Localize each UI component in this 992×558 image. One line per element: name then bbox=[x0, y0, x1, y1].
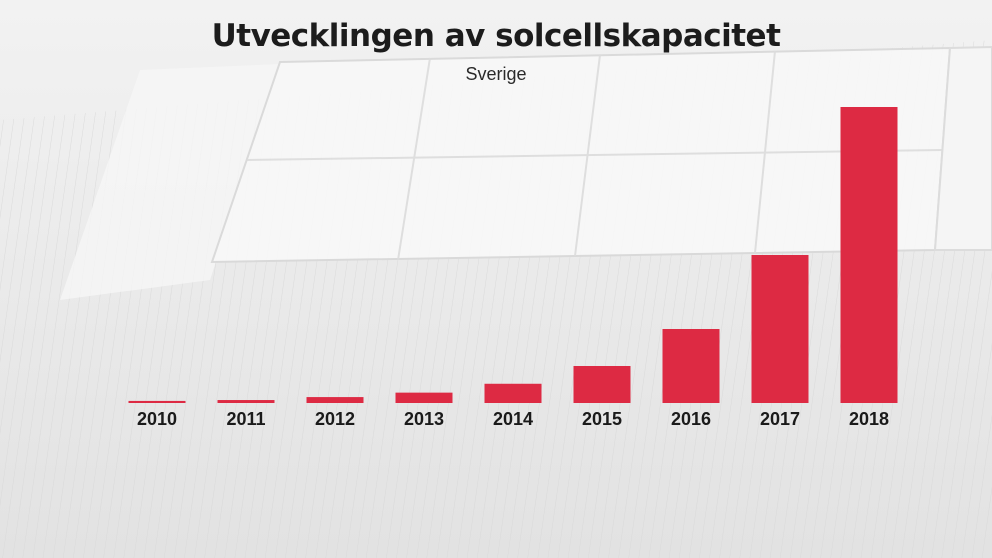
tick-label-2013: 2013 bbox=[404, 409, 444, 429]
bar-2012 bbox=[306, 397, 364, 403]
bar-2013 bbox=[395, 392, 453, 403]
bars-group bbox=[128, 107, 898, 403]
tick-label-2014: 2014 bbox=[493, 409, 533, 429]
tick-label-2012: 2012 bbox=[315, 409, 355, 429]
bar-2014 bbox=[484, 383, 542, 403]
bar-2010 bbox=[128, 400, 186, 403]
bar-2016 bbox=[662, 329, 720, 403]
tick-label-2015: 2015 bbox=[582, 409, 622, 429]
bar-2018 bbox=[840, 107, 898, 403]
bar-2015 bbox=[573, 366, 631, 403]
bar-2017 bbox=[751, 255, 809, 403]
chart-subtitle: Sverige bbox=[465, 64, 527, 84]
tick-label-2016: 2016 bbox=[671, 409, 711, 429]
tick-label-2018: 2018 bbox=[849, 409, 889, 429]
tick-label-2017: 2017 bbox=[760, 409, 800, 429]
tick-label-2010: 2010 bbox=[137, 409, 177, 429]
bar-2011 bbox=[217, 400, 275, 403]
x-axis-tick-labels: 2010 2011 2012 2013 2014 2015 2016 2017 2018 bbox=[137, 409, 889, 429]
tick-label-2011: 2011 bbox=[226, 409, 265, 429]
chart-title: Utvecklingen av solcellskapacitet bbox=[211, 18, 781, 54]
